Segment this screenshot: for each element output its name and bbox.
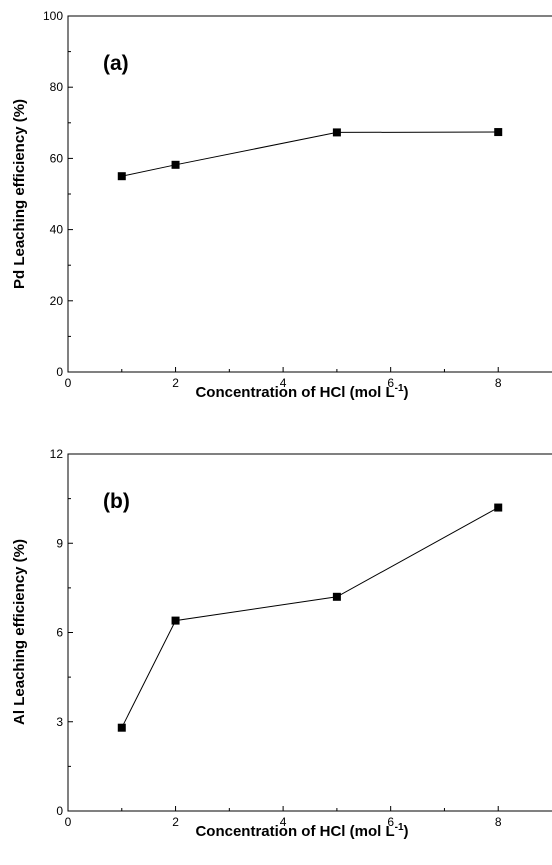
plot-frame-a xyxy=(67,15,552,373)
x-tick-label-a: 4 xyxy=(280,376,287,390)
y-tick-label-a: 100 xyxy=(43,9,63,23)
x-tick-label-a: 8 xyxy=(495,376,502,390)
panel-a-chart: 0 20 40 60 80 100 0 2 4 6 8 (a) Concentration of HCl… xyxy=(11,9,552,401)
y-tick-label-b: 0 xyxy=(56,804,63,818)
data-point-a xyxy=(171,160,180,169)
panel-label-a: (a) xyxy=(103,52,129,75)
data-point-b xyxy=(171,616,180,625)
x-tick-label-b: 4 xyxy=(280,815,287,829)
panel-label-b: (b) xyxy=(103,490,130,513)
data-point-b xyxy=(494,503,503,512)
series-line-b xyxy=(121,507,499,728)
y-axis-title-a: Pd Leaching efficiency (%) xyxy=(11,99,28,289)
y-tick-label-a: 60 xyxy=(50,151,64,165)
data-point-a xyxy=(494,128,503,137)
data-point-a xyxy=(332,128,341,137)
panel-b-chart: 0 3 6 9 12 0 2 4 6 8 (b) Concentration of HCl (mol … xyxy=(11,447,552,840)
data-point-b xyxy=(117,723,126,732)
x-axis-title-a: Concentration of HCl (mol L-1) xyxy=(195,383,408,401)
x-tick-label-b: 8 xyxy=(495,815,502,829)
data-point-a xyxy=(117,172,126,181)
x-tick-label-b: 6 xyxy=(387,815,394,829)
y-tick-label-a: 20 xyxy=(50,294,64,308)
x-tick-label-a: 6 xyxy=(387,376,394,390)
y-tick-label-b: 9 xyxy=(56,536,63,550)
data-point-b xyxy=(332,592,341,601)
y-axis-title-b: Al Leaching efficiency (%) xyxy=(11,539,28,725)
y-tick-label-b: 12 xyxy=(50,447,64,461)
x-tick-label-a: 0 xyxy=(65,376,72,390)
x-tick-label-b: 2 xyxy=(172,815,179,829)
x-tick-label-b: 0 xyxy=(65,815,72,829)
y-tick-label-b: 6 xyxy=(56,626,63,640)
x-axis-title-b: Concentration of HCl (mol L-1) xyxy=(195,822,408,840)
y-tick-label-a: 40 xyxy=(50,223,64,237)
plot-frame-b xyxy=(67,453,552,812)
y-tick-label-b: 3 xyxy=(56,715,63,729)
x-tick-label-a: 2 xyxy=(172,376,179,390)
series-line-a xyxy=(121,131,499,177)
y-tick-label-a: 0 xyxy=(56,365,63,379)
y-tick-label-a: 80 xyxy=(50,80,64,94)
